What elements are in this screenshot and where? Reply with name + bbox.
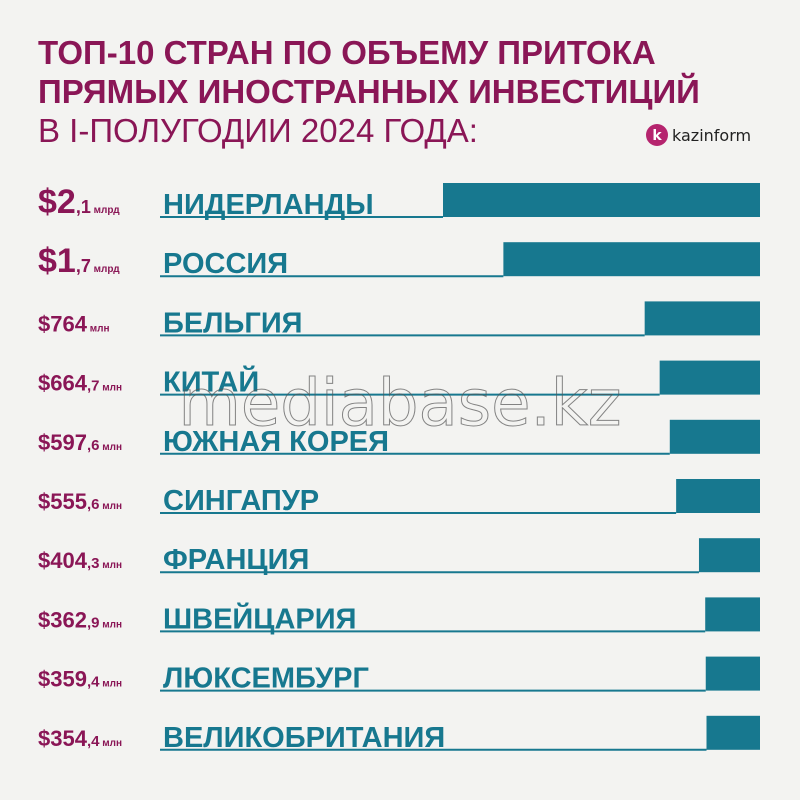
category-label: ЮЖНАЯ КОРЕЯ <box>163 426 389 458</box>
value-label: $664,7 млн <box>38 371 122 396</box>
bar <box>503 242 760 277</box>
category-label: ШВЕЙЦАРИЯ <box>163 601 356 635</box>
logo-icon <box>646 124 668 146</box>
value-label: $404,3 млн <box>38 548 122 573</box>
category-label: РОССИЯ <box>163 248 288 280</box>
bar <box>644 301 760 336</box>
category-label: БЕЛЬГИЯ <box>163 307 303 339</box>
value-label: $354,4 млн <box>38 726 122 751</box>
bar <box>698 538 760 573</box>
bar <box>659 360 760 395</box>
category-label: КИТАЙ <box>163 365 259 399</box>
logo-letter: k <box>652 128 662 144</box>
category-label: ЛЮКСЕМБУРГ <box>163 663 369 695</box>
bar <box>669 419 760 454</box>
title-line: ТОП-10 СТРАН ПО ОБЪЕМУ ПРИТОКА <box>38 34 656 71</box>
value-label: $2,1 млрд <box>38 183 120 221</box>
value-label: $359,4 млн <box>38 667 122 692</box>
category-label: ВЕЛИКОБРИТАНИЯ <box>163 722 445 754</box>
value-label: $597,6 млн <box>38 430 122 455</box>
bar <box>706 715 760 750</box>
value-label: $362,9 млн <box>38 607 122 632</box>
logo-text: kazinform <box>672 126 751 145</box>
rows: НИДЕРЛАНДЫ $2,1 млрд РОССИЯ $1,7 млрд БЕЛЬГИ… <box>38 183 760 754</box>
value-label: $764 млн <box>38 311 110 336</box>
bar <box>705 656 760 691</box>
watermark: mediabase.kz <box>179 367 622 441</box>
title-line: ПРЯМЫХ ИНОСТРАННЫХ ИНВЕСТИЦИЙ <box>38 72 700 110</box>
bar <box>443 183 760 217</box>
title-line: В I-ПОЛУГОДИИ 2024 ГОДА: <box>38 112 478 149</box>
category-label: ФРАНЦИЯ <box>163 544 309 576</box>
bar <box>705 597 760 632</box>
bar <box>676 479 760 513</box>
category-label: НИДЕРЛАНДЫ <box>163 189 374 221</box>
value-label: $555,6 млн <box>38 489 122 514</box>
category-label: СИНГАПУР <box>163 485 319 517</box>
value-label: $1,7 млрд <box>38 242 120 280</box>
